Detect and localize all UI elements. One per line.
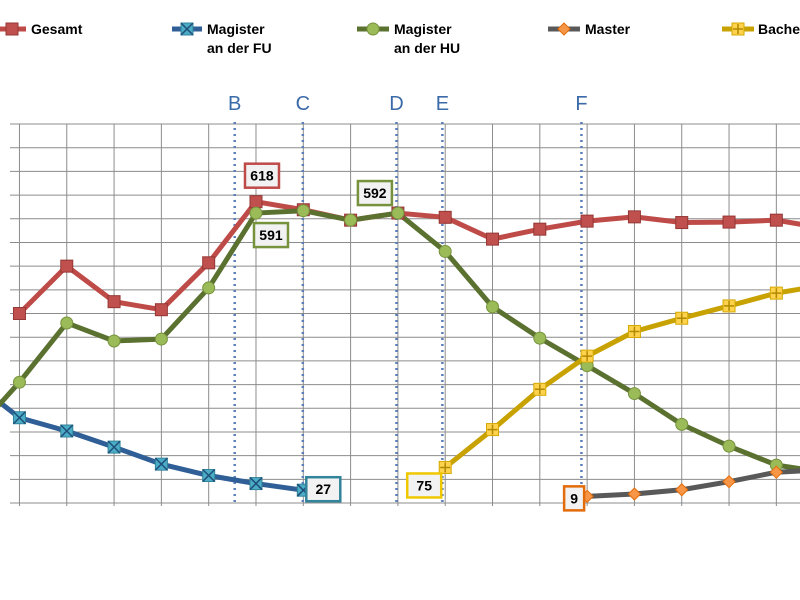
- callout-box: [562, 485, 586, 512]
- legend-item-magister-fu: Magister an der FU: [172, 21, 272, 56]
- point-master: [675, 483, 689, 497]
- event-label-E: E: [436, 93, 449, 115]
- callout-value: 618: [250, 168, 274, 184]
- callout-value: 591: [259, 227, 283, 243]
- point-magister-hu: [249, 206, 263, 220]
- legend-label-magister-fu-line2: an der FU: [207, 40, 272, 56]
- callout-box: [252, 221, 290, 249]
- point-gesamt: [249, 195, 263, 209]
- point-gesamt: [486, 232, 500, 246]
- point-magister-hu: [438, 244, 452, 258]
- point-magister-hu: [107, 334, 121, 348]
- point-magister-hu: [344, 213, 358, 227]
- legend-marker-plus-bachelor: [733, 24, 743, 34]
- point-magister-hu: [296, 204, 310, 218]
- point-bachelor-plus: [440, 462, 451, 473]
- callout-value: 592: [363, 185, 387, 201]
- point-magister-hu: [533, 331, 547, 345]
- legend-label-master: Master: [585, 21, 631, 37]
- event-lines: B C D E F: [228, 93, 588, 505]
- legend-marker-gesamt: [5, 22, 19, 36]
- point-magister-hu: [675, 417, 689, 431]
- point-magister-fu-cross: [12, 411, 26, 425]
- value-callouts: 618 591 592 27 75 9: [243, 162, 586, 512]
- callout-box: [356, 179, 394, 207]
- point-bachelor-plus: [629, 326, 640, 337]
- point-gesamt: [580, 214, 594, 228]
- callout-value: 75: [416, 477, 432, 493]
- point-gesamt: [12, 307, 26, 320]
- point-magister-hu: [12, 375, 26, 389]
- point-master: [722, 474, 736, 489]
- point-bachelor-plus: [724, 300, 735, 311]
- legend-label-magister-fu-line1: Magister: [207, 21, 265, 37]
- event-label-F: F: [575, 93, 587, 115]
- series-line-gesamt: [17, 199, 800, 316]
- series-markers: [12, 195, 784, 504]
- point-bachelor-plus: [676, 313, 687, 324]
- point-magister-hu: [391, 206, 405, 220]
- legend-marker-magister-hu: [366, 22, 380, 36]
- point-gesamt: [769, 213, 783, 227]
- point-magister-fu-cross: [202, 468, 216, 483]
- callout-box: [305, 475, 342, 503]
- point-magister-fu-cross: [60, 424, 74, 438]
- point-gesamt: [202, 256, 216, 270]
- event-label-C: C: [296, 93, 310, 115]
- legend-marker-master: [557, 22, 571, 36]
- point-magister-hu: [627, 387, 641, 401]
- point-gesamt: [438, 210, 452, 224]
- legend-item-master: Master: [548, 21, 631, 37]
- point-master: [769, 465, 784, 479]
- legend-item-gesamt: Gesamt: [0, 21, 83, 37]
- point-bachelor-plus: [534, 384, 545, 395]
- series-line-magister-fu: [0, 399, 304, 493]
- legend-marker-cross-magister-fu: [180, 22, 194, 36]
- point-bachelor-plus: [582, 351, 593, 362]
- legend-item-magister-hu: Magister an der HU: [357, 21, 460, 56]
- point-gesamt: [722, 215, 736, 229]
- point-gesamt: [60, 259, 74, 273]
- point-magister-fu-cross: [154, 457, 168, 471]
- event-label-B: B: [228, 93, 241, 115]
- point-gesamt: [107, 295, 121, 309]
- point-magister-hu: [486, 300, 500, 314]
- callout-box: [405, 472, 443, 499]
- legend-label-gesamt: Gesamt: [31, 21, 83, 37]
- point-bachelor-plus: [771, 288, 782, 299]
- point-magister-hu: [60, 316, 74, 330]
- point-magister-hu: [202, 281, 216, 295]
- point-master: [627, 487, 642, 501]
- callout-value: 27: [316, 481, 332, 497]
- point-gesamt: [675, 216, 689, 230]
- point-magister-fu-cross: [249, 477, 263, 491]
- point-magister-fu-cross: [107, 440, 121, 454]
- point-magister-hu: [722, 439, 736, 453]
- callout-value: 9: [570, 490, 578, 506]
- legend-label-magister-hu-line1: Magister: [394, 21, 452, 37]
- point-gesamt: [627, 210, 641, 224]
- legend: Gesamt Magister an der FU Magister an de…: [0, 21, 800, 56]
- callout-box: [243, 162, 281, 189]
- legend-label-bachelor: Bachel: [758, 21, 800, 37]
- point-gesamt: [533, 222, 547, 236]
- event-label-D: D: [389, 93, 403, 115]
- legend-item-bachelor: Bachel: [722, 21, 800, 37]
- point-magister-hu: [154, 332, 168, 346]
- point-gesamt: [154, 303, 168, 317]
- series-line-master: [587, 468, 800, 499]
- legend-label-magister-hu-line2: an der HU: [394, 40, 460, 56]
- point-bachelor-plus: [487, 424, 498, 435]
